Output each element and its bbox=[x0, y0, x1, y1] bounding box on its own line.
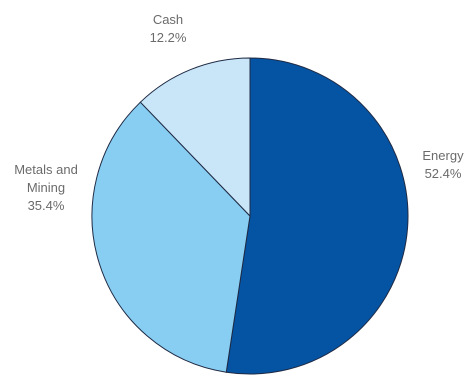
pie-slice-metals-and-mining bbox=[91, 101, 251, 373]
pie-labels: Energy 52.4% Metals and Mining 35.4% Cash 12.2… bbox=[14, 12, 464, 213]
slice-category-label: Cash bbox=[153, 12, 183, 27]
pie-slices bbox=[91, 57, 409, 375]
slice-label-cash: Cash 12.2% bbox=[150, 12, 187, 45]
slice-label-metals-and-mining: Metals and Mining 35.4% bbox=[14, 162, 78, 213]
slice-category-label: Energy bbox=[422, 148, 464, 163]
slice-value-label: 52.4% bbox=[425, 166, 462, 181]
slice-label-energy: Energy 52.4% bbox=[422, 148, 464, 181]
slice-value-label: 12.2% bbox=[150, 30, 187, 45]
slice-value-label: 35.4% bbox=[28, 198, 65, 213]
slice-category-label: Mining bbox=[27, 180, 65, 195]
pie-slice-energy bbox=[225, 57, 409, 375]
slice-category-label: Metals and bbox=[14, 162, 78, 177]
pie-slice-cash bbox=[139, 57, 251, 218]
